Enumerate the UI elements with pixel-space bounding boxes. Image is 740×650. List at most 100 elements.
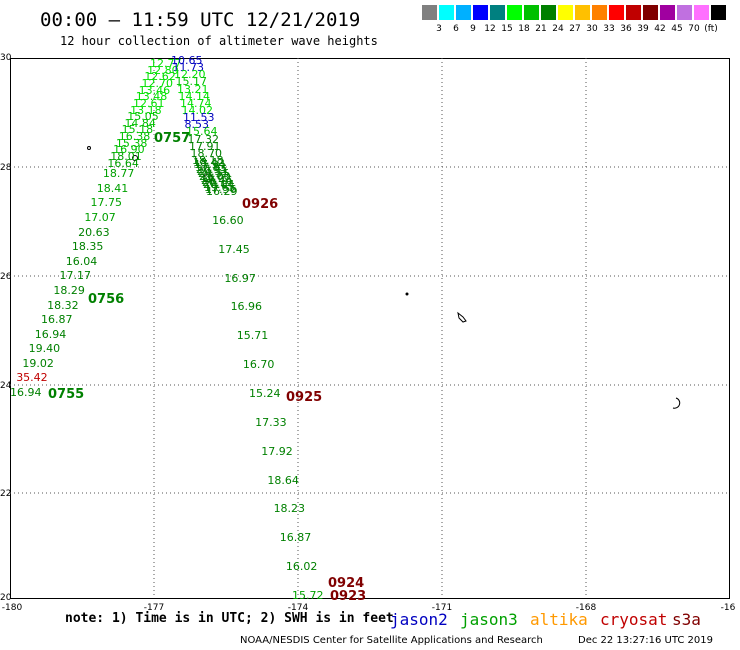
wave-height-value: 18.77 bbox=[102, 167, 135, 181]
wave-height-value: 18.35 bbox=[71, 240, 104, 254]
wave-height-value: 17.92 bbox=[261, 444, 293, 458]
island-marker bbox=[457, 311, 467, 323]
colorbar-label: 42 bbox=[654, 24, 666, 34]
colorbar-label: (ft) bbox=[704, 24, 718, 34]
wave-height-value: 15.17 bbox=[175, 75, 208, 89]
wave-height-value: 15.38 bbox=[115, 136, 148, 150]
colorbar-label: 24 bbox=[552, 24, 564, 34]
colorbar-swatch bbox=[490, 5, 505, 20]
wave-height-value: 16.97 bbox=[224, 271, 256, 285]
colorbar-swatch bbox=[694, 5, 709, 20]
lon-label: -174 bbox=[287, 603, 309, 613]
wave-height-value: 17.75 bbox=[90, 196, 123, 210]
wave-height-value: 16.87 bbox=[279, 531, 312, 545]
wave-height-value: 16.90 bbox=[113, 143, 145, 157]
pass-time-label: 0923 bbox=[330, 589, 367, 604]
island-marker bbox=[405, 292, 409, 296]
colorbar-label: 30 bbox=[586, 24, 598, 34]
wave-height-value: 21.00 bbox=[199, 169, 231, 183]
wave-height-value: 18.41 bbox=[96, 181, 129, 195]
lon-label: -171 bbox=[431, 603, 453, 613]
wave-height-value: 18.64 bbox=[267, 473, 299, 487]
lat-label: 22 bbox=[0, 489, 12, 499]
legend-altika: altika bbox=[530, 610, 588, 629]
colorbar-label: 70 bbox=[688, 24, 700, 34]
colorbar-swatch bbox=[677, 5, 692, 20]
colorbar-swatch bbox=[507, 5, 522, 20]
wave-height-value: 13.21 bbox=[177, 82, 209, 96]
colorbar-label: 15 bbox=[501, 24, 513, 34]
colorbar-swatch bbox=[609, 5, 624, 20]
wave-height-value: 13.46 bbox=[138, 83, 171, 97]
wave-height-value: 18.18 bbox=[192, 154, 224, 167]
colorbar-swatch bbox=[626, 5, 641, 20]
wave-height-value: 12.80 bbox=[147, 63, 179, 77]
wave-height-value: 10.65 bbox=[171, 54, 203, 67]
colorbar-label: 6 bbox=[453, 24, 459, 34]
wave-height-value: 17.17 bbox=[59, 269, 92, 283]
legend-jason3: jason3 bbox=[460, 610, 518, 629]
wave-height-value: 12.70 bbox=[141, 76, 173, 90]
lon-label: -177 bbox=[143, 603, 165, 613]
wave-height-value: 19.92 bbox=[200, 171, 232, 185]
colorbar-swatch bbox=[643, 5, 658, 20]
wave-height-value: 8.53 bbox=[184, 118, 210, 132]
wave-height-value: 20.55 bbox=[198, 167, 230, 181]
map-subtitle: 12 hour collection of altimeter wave hei… bbox=[60, 34, 378, 48]
colorbar-swatch bbox=[711, 5, 726, 20]
pass-time-label: 0924 bbox=[328, 576, 365, 591]
wave-height-value: 35.42 bbox=[16, 371, 48, 385]
wave-height-value: 20.51 bbox=[197, 165, 229, 179]
wave-height-value: 12.61 bbox=[132, 96, 165, 110]
colorbar-label: 33 bbox=[603, 24, 615, 34]
wave-height-value: 14.84 bbox=[124, 116, 156, 130]
wave-height-value: 19.02 bbox=[22, 356, 54, 370]
wave-height-value: 16.96 bbox=[230, 300, 263, 314]
wave-height-value: 15.05 bbox=[127, 110, 159, 124]
wave-height-value: 17.07 bbox=[84, 211, 116, 225]
wave-height-value: 17.45 bbox=[218, 242, 250, 256]
wave-height-value: 18.70 bbox=[190, 146, 223, 160]
pass-time-label: 0926 bbox=[242, 197, 279, 212]
lat-label: 24 bbox=[0, 381, 12, 391]
colorbar-swatch bbox=[558, 5, 573, 20]
lat-label: 30 bbox=[0, 53, 12, 63]
wave-height-value: 20.04 bbox=[203, 178, 235, 192]
wave-height-value: 16.38 bbox=[118, 130, 151, 144]
wave-height-value: 20.11 bbox=[202, 176, 234, 190]
colorbar-label: 18 bbox=[518, 24, 530, 34]
pass-time-label: 0925 bbox=[286, 390, 323, 405]
map-title: 00:00 – 11:59 UTC 12/21/2019 bbox=[40, 9, 361, 31]
wave-height-value: 16.04 bbox=[65, 254, 98, 268]
wave-height-value: 19.65 bbox=[204, 180, 236, 194]
colorbar-label: 27 bbox=[569, 24, 581, 34]
wave-height-value: 18.29 bbox=[53, 283, 85, 297]
wave-height-value: 13.48 bbox=[135, 90, 168, 104]
pass-time-label: 0755 bbox=[48, 387, 85, 402]
wave-height-value: 12.20 bbox=[174, 68, 206, 82]
footer-note: note: 1) Time is in UTC; 2) SWH is in fe… bbox=[65, 611, 394, 626]
wave-height-value: 18.32 bbox=[47, 298, 79, 312]
colorbar-swatch bbox=[456, 5, 471, 20]
wave-height-value: 15.64 bbox=[186, 125, 218, 139]
wave-height-value: 19.40 bbox=[28, 342, 61, 356]
lon-label: -168 bbox=[575, 603, 597, 613]
wave-height-value: 17.33 bbox=[255, 415, 287, 429]
wave-height-value: 16.94 bbox=[34, 327, 67, 341]
colorbar-swatch bbox=[473, 5, 488, 20]
wave-height-value: 17.91 bbox=[189, 139, 221, 153]
wave-height-value: 11.73 bbox=[172, 61, 205, 75]
colorbar-swatch bbox=[422, 5, 437, 20]
wave-height-value: 18.23 bbox=[273, 502, 306, 516]
pass-time-label: 0757 bbox=[154, 131, 191, 146]
credit-line: NOAA/NESDIS Center for Satellite Applica… bbox=[240, 635, 543, 646]
colorbar-label: 36 bbox=[620, 24, 632, 34]
wave-height-value: 15.72 bbox=[292, 589, 324, 602]
lat-label: 20 bbox=[0, 593, 12, 603]
lat-label: 26 bbox=[0, 272, 12, 282]
island-marker bbox=[203, 173, 213, 183]
wave-height-value: 16.64 bbox=[107, 156, 139, 170]
island-marker bbox=[87, 146, 91, 150]
wave-height-value: 16.29 bbox=[206, 185, 238, 198]
lon-label: -16 bbox=[720, 603, 736, 613]
